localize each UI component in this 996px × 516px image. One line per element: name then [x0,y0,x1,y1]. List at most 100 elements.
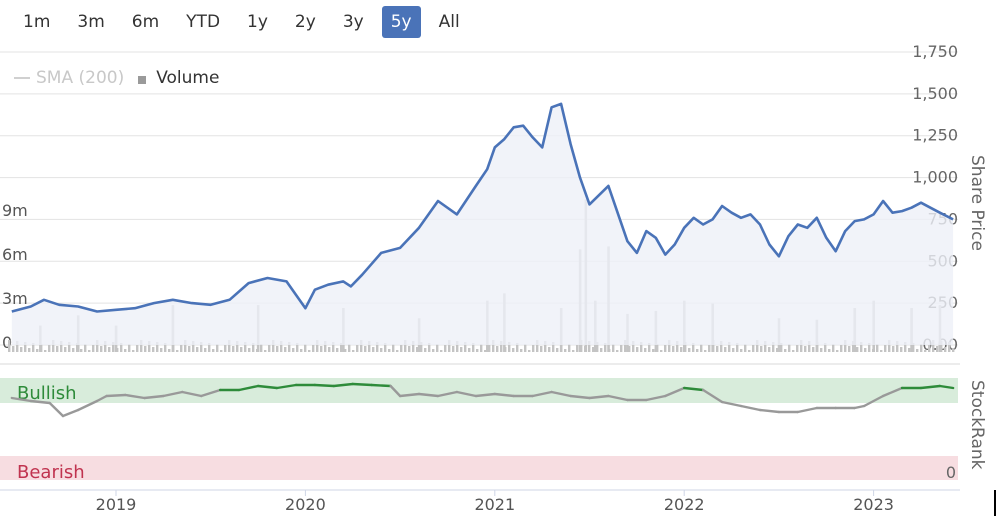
price-tick-label: 1,000 [912,168,958,187]
volume-bar [24,342,27,352]
stockrank-segment [95,394,108,403]
volume-bar [336,348,339,352]
range-button-5y[interactable]: 5y [381,6,421,38]
volume-bar [568,344,571,352]
volume-bar [616,350,619,352]
stockrank-segment [531,390,553,398]
volume-bar [916,349,919,352]
volume-bar [924,350,927,352]
stockrank-segment [29,399,51,405]
volume-bar [792,350,795,352]
volume-bar [252,343,255,352]
volume-bar [196,347,199,352]
volume-bar [920,344,923,352]
volume-bar [512,348,515,352]
volume-bar [228,340,231,352]
stockrank-segment [237,384,260,392]
volume-bar [636,347,639,352]
volume-bar [860,342,863,352]
volume-bar [572,350,575,352]
volume-bar [64,347,67,352]
volume-bar [468,348,471,352]
volume-bar [772,342,775,352]
volume-bar [692,343,695,352]
stockrank-segment [853,404,866,410]
range-button-ytd[interactable]: YTD [186,12,221,32]
volume-bar [896,341,899,352]
volume-bar [760,346,763,352]
volume-bar [744,344,747,352]
volume-bar [184,340,187,352]
volume-bar [204,348,207,352]
volume-bar [296,343,299,352]
range-button-3y[interactable]: 3y [342,12,364,32]
volume-bar [484,350,487,352]
volume-bar [80,349,83,352]
range-button-all[interactable]: All [438,12,460,32]
volume-bar [632,341,635,352]
volume-bar [412,341,415,352]
volume-bar [884,345,887,352]
volume-tick-label: 0 [2,333,12,352]
stockrank-segment [938,384,955,390]
range-button-3m[interactable]: 3m [77,12,105,32]
volume-bar [108,347,111,352]
volume-bar [160,348,163,352]
volume-bar [524,344,527,352]
volume-bar [120,343,123,352]
volume-bar [384,343,387,352]
stockrank-segment [143,394,165,400]
volume-bar [480,344,483,352]
volume-bar [540,346,543,352]
volume-bar [360,340,363,352]
volume-bar [104,341,107,352]
price-tick-label: 1,500 [912,84,958,103]
volume-bar [248,348,251,352]
volume-bar [324,341,327,352]
legend-sma-item[interactable]: SMA (200) [14,68,124,88]
volume-bar [648,343,651,352]
stockrank-segment [351,382,373,387]
volume-bar [876,344,879,352]
volume-bar [368,341,371,352]
volume-bar [624,340,627,352]
volume-bar [128,344,131,352]
volume-bar [936,346,939,352]
legend-volume-item[interactable]: Volume [138,68,219,88]
volume-bar [188,346,191,352]
range-button-1m[interactable]: 1m [23,12,51,32]
volume-bar [908,348,911,352]
volume-bar [548,347,551,352]
volume-bar [192,341,195,352]
volume-bar [516,343,519,352]
x-tick-label: 2022 [664,495,705,514]
volume-bar [292,348,295,352]
volume-bar [380,348,383,352]
volume-bar [56,346,59,352]
volume-bar [840,345,843,352]
x-tick-label: 2019 [96,495,137,514]
volume-bar [904,342,907,352]
stockrank-segment [436,390,459,398]
volume-bar [212,349,215,352]
stockrank-segment [389,384,402,398]
volume-bar [392,344,395,352]
legend-sma-label: SMA (200) [36,68,125,88]
x-tick-label: 2023 [853,495,894,514]
stockrank-segment [76,399,99,412]
volume-bar [808,341,811,352]
volume-bar [720,341,723,352]
volume-bar [216,344,219,352]
range-button-1y[interactable]: 1y [247,12,268,32]
stockrank-segment [758,408,781,414]
stockrank-segment [256,384,279,390]
volume-bar [812,347,815,352]
volume-bar [620,345,623,352]
volume-bar [564,349,567,352]
volume-bar [948,342,951,352]
volume-bar [164,343,167,352]
volume-bar [424,348,427,352]
range-button-6m[interactable]: 6m [131,12,160,32]
range-button-2y[interactable]: 2y [294,12,316,32]
